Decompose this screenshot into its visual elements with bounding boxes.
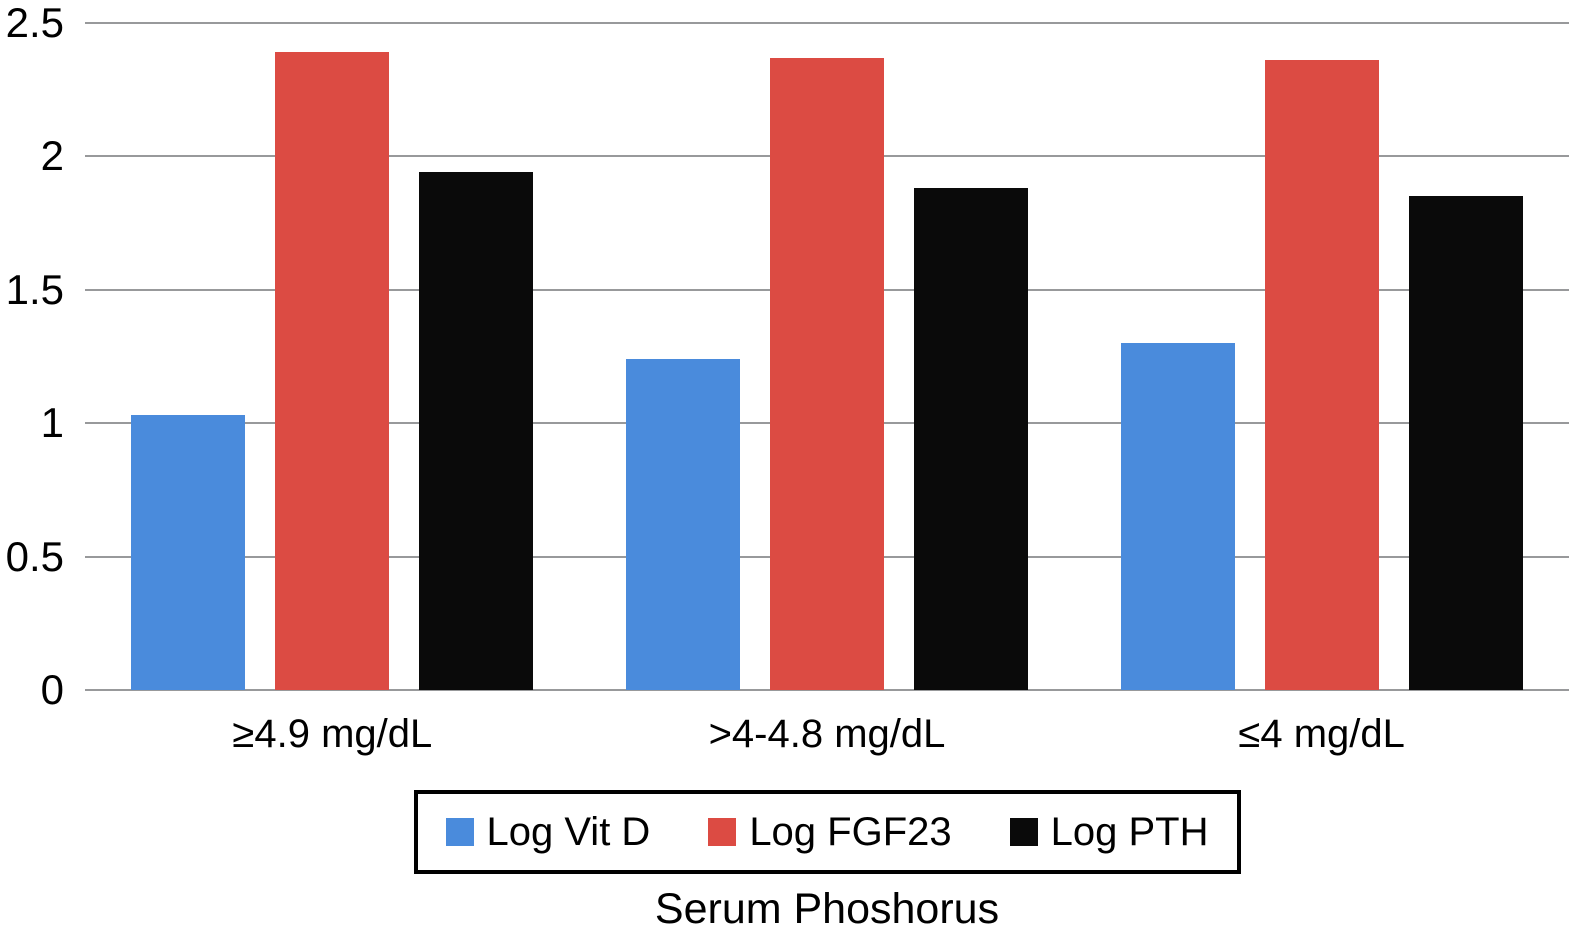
- x-axis-title-row: Serum Phoshorus: [85, 884, 1569, 936]
- y-axis-tick-label: 2.5: [5, 0, 64, 46]
- gridline-2.5: [85, 22, 1569, 24]
- bar-group-1: [85, 23, 580, 690]
- bar-log-vit-d-group-3: [1120, 343, 1235, 690]
- x-axis-title: Serum Phoshorus: [654, 885, 1000, 933]
- y-axis-tick-label: 1.5: [5, 265, 64, 313]
- legend: Log Vit D Log FGF23 Log PTH: [413, 790, 1241, 874]
- bar-group-3: [1074, 23, 1569, 690]
- y-axis-tick-label: 2: [40, 132, 64, 180]
- x-axis-tick-label: ≥4.9 mg/dL: [232, 712, 433, 756]
- legend-label: Log FGF23: [749, 810, 952, 854]
- bar-log-vit-d-group-2: [625, 359, 740, 690]
- legend-item-log-pth: Log PTH: [1009, 810, 1209, 854]
- y-axis: 0 0.5 1 1.5 2 2.5: [0, 2, 64, 711]
- legend-item-log-vit-d: Log Vit D: [445, 810, 651, 854]
- bar-log-pth-group-2: [913, 188, 1028, 690]
- legend-swatch-icon: [445, 818, 474, 846]
- y-axis-tick-label: 0.5: [5, 532, 64, 580]
- bar-log-vit-d-group-1: [131, 415, 246, 690]
- legend-swatch-icon: [1009, 818, 1038, 846]
- bar-log-pth-group-1: [419, 172, 534, 690]
- x-axis-tick-label: >4-4.8 mg/dL: [708, 712, 946, 756]
- x-axis: ≥4.9 mg/dL >4-4.8 mg/dL ≤4 mg/dL: [85, 690, 1569, 760]
- bar-log-fgf23-group-2: [769, 57, 884, 690]
- legend-label: Log PTH: [1050, 810, 1209, 854]
- plot-area: [85, 22, 1569, 691]
- legend-label: Log Vit D: [486, 810, 651, 854]
- bar-log-fgf23-group-1: [275, 52, 390, 690]
- bar-log-fgf23-group-3: [1264, 60, 1379, 690]
- legend-row: Log Vit D Log FGF23 Log PTH: [85, 790, 1569, 874]
- bar-log-pth-group-3: [1408, 196, 1523, 690]
- legend-item-log-fgf23: Log FGF23: [708, 810, 952, 854]
- y-axis-tick-label: 1: [40, 399, 64, 447]
- bar-group-2: [580, 23, 1075, 690]
- gridline-0: [85, 689, 1569, 691]
- y-axis-tick-label: 0: [40, 666, 64, 713]
- legend-swatch-icon: [708, 818, 737, 846]
- x-axis-tick-label: ≤4 mg/dL: [1238, 712, 1405, 756]
